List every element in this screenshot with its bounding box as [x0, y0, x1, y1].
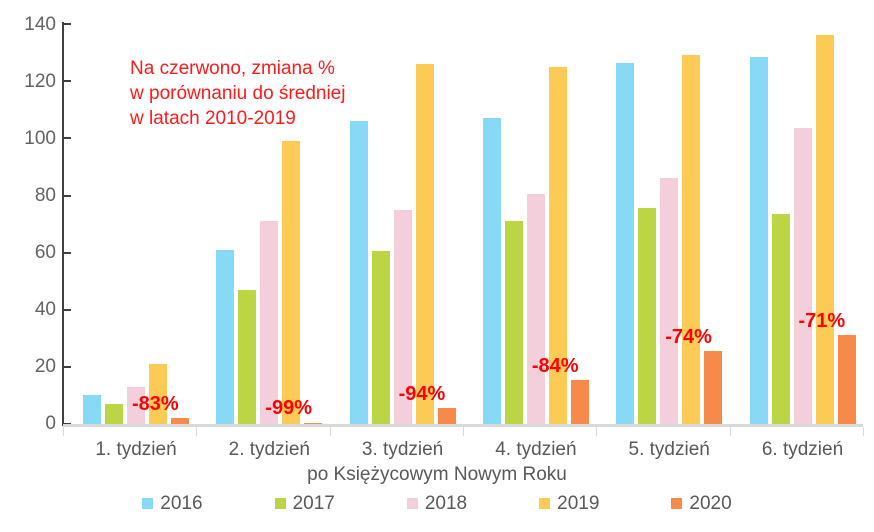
bar[interactable] [304, 422, 323, 424]
y-axis-tick-label: 40 [34, 299, 56, 320]
x-axis-category-label: 5. tydzień [628, 439, 710, 460]
x-axis-tick [596, 427, 598, 436]
bar[interactable] [282, 141, 301, 424]
y-axis-tick [64, 23, 71, 25]
x-axis-tick [462, 427, 464, 436]
bar[interactable] [771, 214, 790, 424]
x-axis-line [63, 424, 863, 427]
x-axis-tick [63, 427, 64, 436]
x-axis-category-label: 1. tydzień [95, 439, 177, 460]
bar[interactable] [660, 178, 679, 424]
legend-item[interactable]: 2016 [142, 493, 203, 514]
legend-label: 2017 [292, 493, 335, 514]
y-axis-tick-label: 120 [24, 71, 56, 92]
pct-change-week-5: -74% [665, 326, 712, 349]
x-axis-category-label: 6. tydzień [761, 439, 844, 460]
y-axis-tick-label: 20 [34, 356, 56, 377]
bar[interactable] [83, 395, 101, 424]
pct-change-week-6: -71% [798, 310, 846, 333]
y-axis-tick [64, 309, 71, 311]
y-axis-tick-label: 80 [34, 185, 56, 206]
bar[interactable] [260, 221, 279, 424]
bar[interactable] [548, 66, 567, 424]
legend-label: 2016 [160, 493, 203, 514]
bar[interactable] [749, 56, 768, 424]
y-axis-tick-label: 60 [34, 242, 56, 263]
bar[interactable] [682, 55, 701, 424]
x-axis-tick [196, 427, 198, 436]
y-axis-tick [64, 366, 71, 368]
legend-item[interactable]: 2017 [274, 493, 335, 514]
x-axis-category-label: 3. tydzień [361, 439, 444, 460]
chart-note: Na czerwono, zmiana % w porównaniu do śr… [130, 58, 346, 130]
pct-change-week-2: -99% [265, 397, 312, 419]
bar[interactable] [415, 64, 434, 424]
bar[interactable] [526, 194, 545, 424]
bar[interactable] [149, 364, 167, 424]
legend-item[interactable]: 2019 [539, 494, 599, 513]
bar[interactable] [638, 208, 657, 424]
y-axis-tick-label: 140 [24, 14, 56, 35]
legend-item[interactable]: 2020 [671, 493, 732, 514]
legend-label: 2019 [557, 493, 600, 514]
y-axis-tick [64, 137, 71, 139]
legend-swatch-icon [274, 498, 286, 509]
bar[interactable] [437, 408, 456, 424]
legend-swatch-icon [406, 498, 418, 509]
pct-change-week-3: -94% [398, 383, 446, 406]
legend-swatch-icon [142, 498, 154, 509]
y-axis-tick [64, 80, 71, 82]
pct-change-week-4: -84% [531, 354, 579, 377]
plot-area [63, 24, 863, 424]
bar[interactable] [371, 251, 390, 424]
y-axis-tick-label: 0 [45, 413, 56, 434]
bar[interactable] [504, 221, 523, 424]
bar[interactable] [216, 249, 235, 424]
x-axis-category-label: 4. tydzień [495, 439, 577, 460]
legend-item[interactable]: 2018 [406, 493, 468, 514]
pct-change-week-1: -83% [132, 393, 179, 416]
bar[interactable] [349, 121, 368, 424]
x-axis-tick [329, 427, 331, 436]
bar[interactable] [393, 209, 412, 424]
y-axis-tick-label: 100 [24, 128, 56, 149]
bar[interactable] [793, 128, 812, 424]
legend-label: 2018 [424, 493, 468, 514]
legend-swatch-icon [539, 498, 551, 509]
bar[interactable] [105, 404, 123, 424]
bar[interactable] [616, 62, 635, 424]
legend-swatch-icon [671, 498, 683, 509]
x-axis-tick [729, 427, 731, 436]
y-axis-line [62, 22, 64, 426]
y-axis-tick [64, 195, 71, 197]
bar[interactable] [837, 335, 856, 424]
legend-label: 2020 [689, 493, 732, 514]
bar[interactable] [704, 351, 723, 424]
bar[interactable] [570, 379, 589, 424]
y-axis-tick [64, 252, 71, 254]
legend: 2016 2017 2018 2019 2020 [0, 494, 874, 513]
bar[interactable] [127, 386, 145, 424]
x-axis-sub-label: po Księżycowym Nowym Roku [307, 464, 567, 485]
x-axis-category-label: 2. tydzień [228, 439, 310, 460]
bar[interactable] [171, 418, 189, 424]
bar[interactable] [482, 118, 501, 424]
x-axis-tick [862, 427, 864, 436]
bar[interactable] [238, 289, 257, 424]
bar[interactable] [815, 35, 834, 424]
